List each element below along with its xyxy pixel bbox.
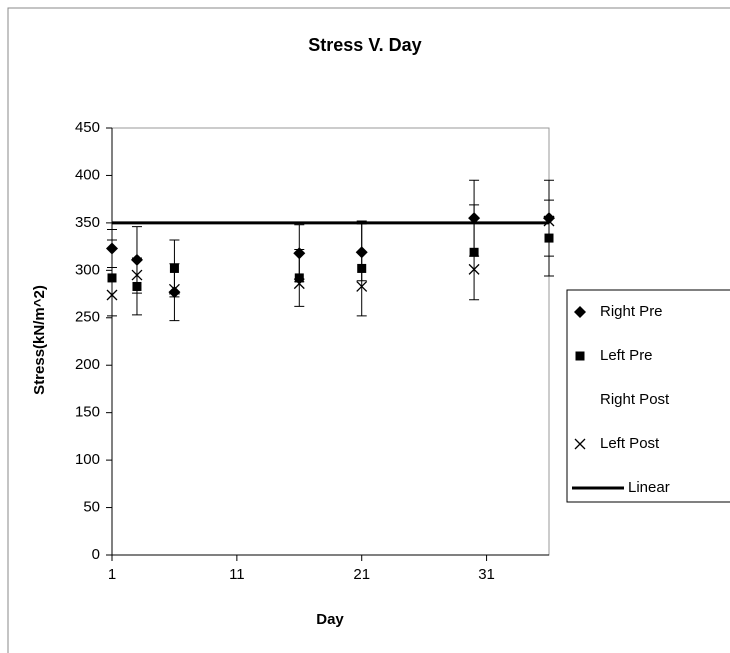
square-marker bbox=[132, 281, 142, 291]
y-tick-label: 450 bbox=[75, 119, 100, 136]
y-axis-label: Stress(kN/m^2) bbox=[31, 285, 48, 395]
y-tick-label: 200 bbox=[75, 356, 100, 373]
x-marker bbox=[468, 263, 480, 275]
x-marker bbox=[168, 283, 180, 295]
x-marker bbox=[293, 278, 305, 290]
y-tick-label: 250 bbox=[75, 309, 100, 326]
square-marker bbox=[575, 351, 585, 361]
legend-box bbox=[566, 289, 730, 503]
x-marker bbox=[131, 269, 143, 281]
y-tick-label: 0 bbox=[92, 546, 100, 563]
legend-label: Right Post bbox=[600, 391, 670, 408]
square-marker bbox=[544, 233, 554, 243]
legend-label: Right Pre bbox=[600, 303, 663, 320]
square-marker bbox=[294, 273, 304, 283]
legend-label: Left Pre bbox=[600, 347, 653, 364]
legend-label: Linear bbox=[628, 479, 670, 496]
x-tick-label: 1 bbox=[108, 566, 116, 583]
diamond-marker bbox=[574, 306, 586, 318]
square-marker bbox=[169, 263, 179, 273]
square-marker bbox=[469, 247, 479, 257]
y-tick-label: 50 bbox=[83, 499, 100, 516]
y-tick-label: 400 bbox=[75, 166, 100, 183]
x-tick-label: 21 bbox=[353, 566, 370, 583]
x-axis-label: Day bbox=[316, 611, 344, 628]
legend-label: Left Post bbox=[600, 435, 660, 452]
x-marker bbox=[574, 438, 586, 450]
chart-title: Stress V. Day bbox=[308, 35, 421, 55]
x-marker bbox=[356, 281, 368, 292]
x-tick-label: 31 bbox=[478, 566, 495, 583]
y-tick-label: 350 bbox=[75, 214, 100, 231]
square-marker bbox=[107, 273, 117, 283]
y-tick-label: 300 bbox=[75, 261, 100, 278]
y-tick-label: 100 bbox=[75, 451, 100, 468]
x-marker bbox=[106, 289, 118, 301]
y-tick-label: 150 bbox=[75, 404, 100, 421]
square-marker bbox=[357, 263, 367, 273]
x-tick-label: 11 bbox=[229, 566, 245, 583]
